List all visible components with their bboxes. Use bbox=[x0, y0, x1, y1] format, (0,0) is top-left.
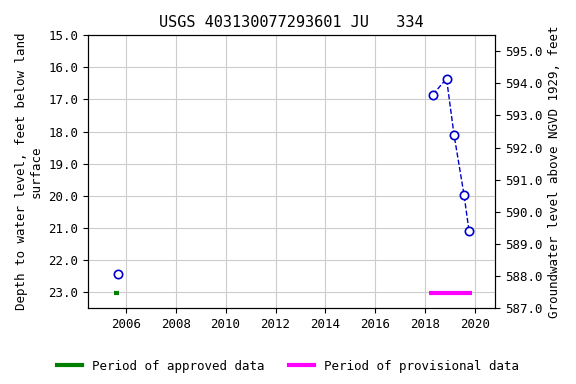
Title: USGS 403130077293601 JU   334: USGS 403130077293601 JU 334 bbox=[160, 15, 424, 30]
Y-axis label: Groundwater level above NGVD 1929, feet: Groundwater level above NGVD 1929, feet bbox=[548, 25, 561, 318]
Y-axis label: Depth to water level, feet below land
surface: Depth to water level, feet below land su… bbox=[15, 33, 43, 310]
Legend: Period of approved data, Period of provisional data: Period of approved data, Period of provi… bbox=[52, 355, 524, 378]
